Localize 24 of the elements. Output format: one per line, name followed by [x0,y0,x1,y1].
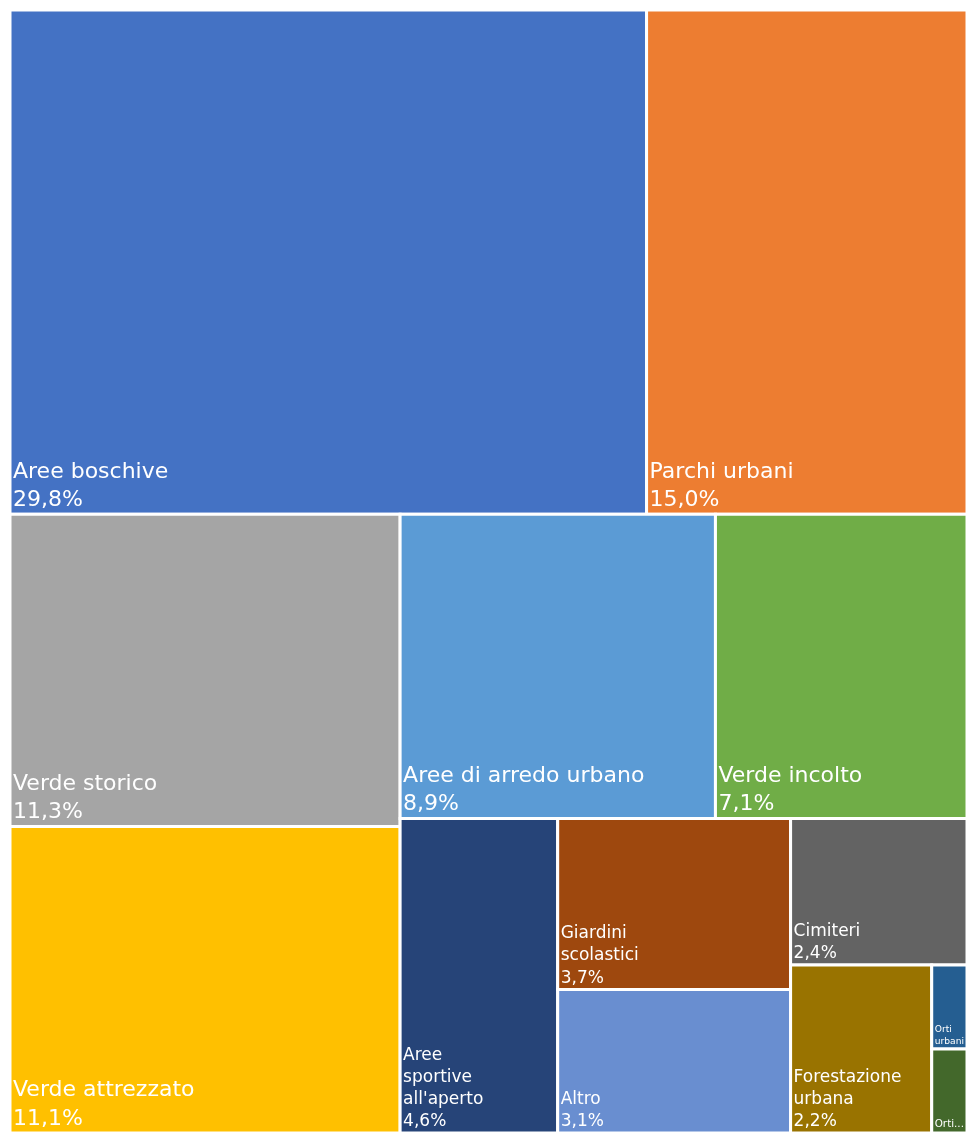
category-label: Orti... [934,1117,964,1130]
data-label: 29,8% [13,486,83,512]
category-label: Aree sportive all'aperto [403,1043,484,1108]
category-label: Forestazione urbana [793,1065,902,1108]
data-label: 3,1% [560,1110,604,1130]
data-label: 3,7% [560,966,604,987]
category-label: Giardini scolastici [560,922,639,965]
data-label: 15,0% [649,486,720,512]
category-label: Parchi urbani [649,457,794,483]
data-label: 11,3% [13,798,83,824]
data-label: 7,1% [718,790,775,816]
category-label: Aree boschive [13,457,169,483]
category-label: Altro [560,1087,601,1108]
data-label: 8,9% [403,790,460,816]
category-label: Orti urbani [934,1023,964,1046]
category-label: Verde incolto [718,761,863,787]
data-label: 11,1% [13,1105,83,1130]
category-label: Cimiteri [793,919,861,940]
category-label: Verde storico [13,769,158,795]
category-label: Aree di arredo urbano [403,761,645,787]
data-label: 2,2% [793,1110,837,1130]
data-label: 2,4% [793,942,837,963]
category-label: Verde attrezzato [13,1076,195,1102]
data-label: 4,6% [403,1110,447,1130]
